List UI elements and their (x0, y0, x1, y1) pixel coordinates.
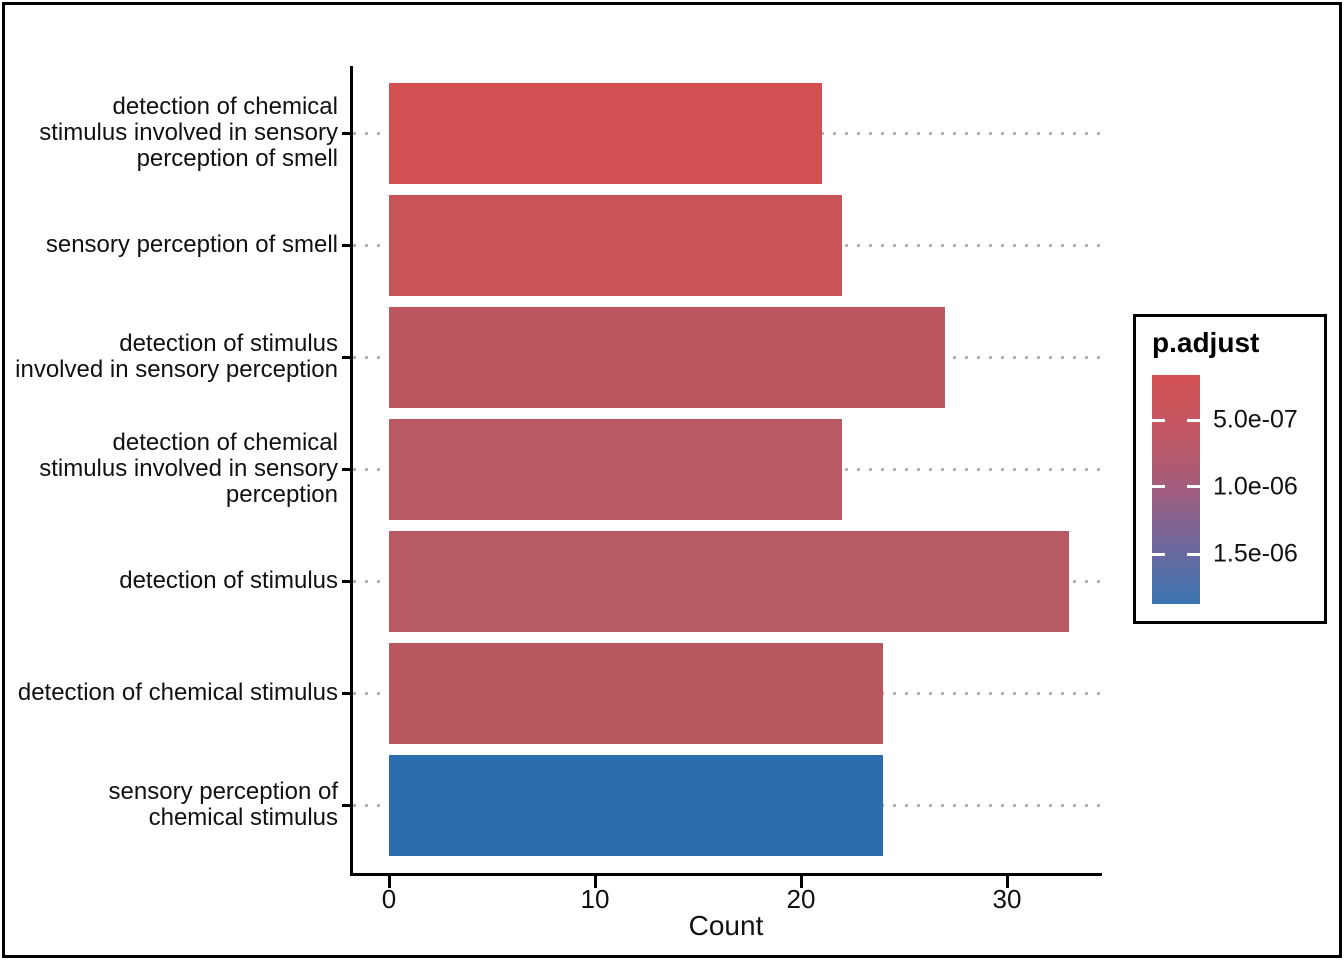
bar (389, 418, 843, 520)
x-axis-line (350, 873, 1102, 876)
y-axis-label: detection of stimulus (119, 567, 338, 594)
legend-tick-mark (1152, 552, 1165, 556)
x-tick (799, 876, 803, 888)
y-axis-label: sensory perception of smell (45, 231, 338, 258)
legend-tick-label: 1.0e-06 (1213, 472, 1298, 501)
legend-tick-mark (1187, 485, 1200, 489)
legend-tick-mark (1187, 418, 1200, 422)
legend-tick-mark (1152, 485, 1165, 489)
y-tick (342, 804, 350, 807)
y-tick (342, 356, 350, 359)
bar (389, 642, 884, 744)
x-axis-title: Count (688, 910, 764, 941)
y-tick (342, 692, 350, 695)
bar (389, 82, 822, 184)
y-axis-label: sensory perception of chemical stimulus (108, 778, 338, 831)
legend-tick-mark (1152, 418, 1165, 422)
y-tick (342, 580, 350, 583)
bar (389, 306, 946, 408)
y-axis-label: detection of chemical stimulus involved … (39, 429, 338, 508)
x-tick (387, 876, 391, 888)
legend-tick-label: 5.0e-07 (1213, 405, 1298, 434)
y-axis-label: detection of stimulus involved in sensor… (15, 330, 338, 383)
bar (389, 754, 884, 856)
legend-box: p.adjust 5.0e-07 1.0e-06 1.5e-06 (1133, 314, 1327, 624)
legend-title: p.adjust (1152, 327, 1260, 358)
y-axis-label: detection of chemical stimulus involved … (39, 93, 338, 172)
legend-color-gradient (1152, 375, 1200, 604)
x-tick-label: 30 (992, 884, 1022, 914)
bar (389, 194, 843, 296)
bar (389, 530, 1069, 632)
x-tick-label: 20 (786, 884, 816, 914)
y-tick (342, 244, 350, 247)
x-tick (593, 876, 597, 888)
y-tick (342, 132, 350, 135)
legend-tick-label: 1.5e-06 (1213, 539, 1298, 568)
y-tick (342, 468, 350, 471)
legend-tick-mark (1187, 552, 1200, 556)
x-tick (1005, 876, 1009, 888)
y-axis-label: detection of chemical stimulus (17, 679, 338, 706)
y-axis-line (350, 66, 353, 876)
x-tick-label: 10 (580, 884, 610, 914)
x-tick-label: 0 (381, 884, 397, 914)
